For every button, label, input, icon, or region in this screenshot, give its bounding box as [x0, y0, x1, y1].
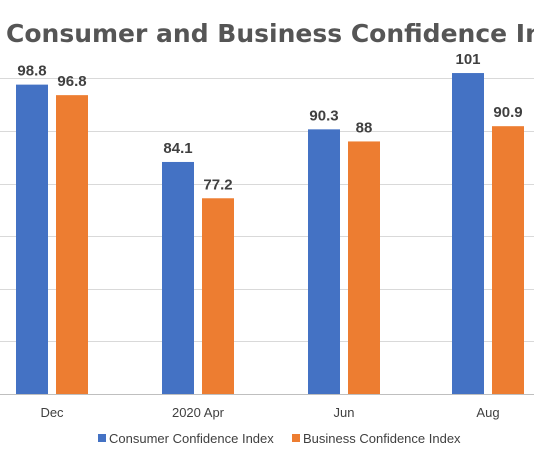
bar-consumer-confidence-index-dec	[16, 84, 48, 395]
bar-consumer-confidence-index-2020-apr	[162, 161, 194, 394]
bar-business-confidence-index-2020-apr	[202, 198, 234, 394]
x-axis-tick-labels: Dec 2020 Apr Jun Aug	[40, 405, 499, 420]
x-tick-label-aug: Aug	[476, 405, 499, 420]
data-label-business-confidence-index-2020-apr: 77.2	[203, 176, 232, 193]
x-tick-label-jun: Jun	[334, 405, 355, 420]
bar-consumer-confidence-index-aug	[452, 73, 484, 395]
data-label-consumer-confidence-index-aug: 101	[455, 51, 480, 68]
gridlines	[0, 78, 534, 395]
bars	[16, 73, 524, 395]
data-label-business-confidence-index-jun: 88	[356, 119, 373, 136]
data-label-consumer-confidence-index-jun: 90.3	[309, 107, 338, 124]
legend-label-business-confidence-index: Business Confidence Index	[303, 431, 461, 446]
data-label-consumer-confidence-index-2020-apr: 84.1	[163, 140, 192, 157]
data-label-business-confidence-index-dec: 96.8	[57, 73, 86, 90]
legend-swatch-business-confidence-index	[292, 434, 300, 442]
x-tick-label-2020-apr: 2020 Apr	[172, 405, 225, 420]
bar-business-confidence-index-aug	[492, 126, 524, 395]
data-labels: 98.8 96.8 84.1 77.2 90.3 88 101 90.9	[17, 51, 522, 193]
data-label-consumer-confidence-index-dec: 98.8	[17, 63, 46, 80]
legend-label-consumer-confidence-index: Consumer Confidence Index	[109, 431, 274, 446]
legend-swatch-consumer-confidence-index	[98, 434, 106, 442]
bar-consumer-confidence-index-jun	[308, 129, 340, 395]
bar-business-confidence-index-jun	[348, 141, 380, 394]
chart-title: Consumer and Business Confidence Indexes	[6, 19, 534, 48]
x-tick-label-dec: Dec	[40, 405, 64, 420]
legend: Consumer Confidence Index Business Confid…	[98, 431, 461, 446]
data-label-business-confidence-index-aug: 90.9	[493, 104, 522, 121]
bar-business-confidence-index-dec	[56, 95, 88, 394]
